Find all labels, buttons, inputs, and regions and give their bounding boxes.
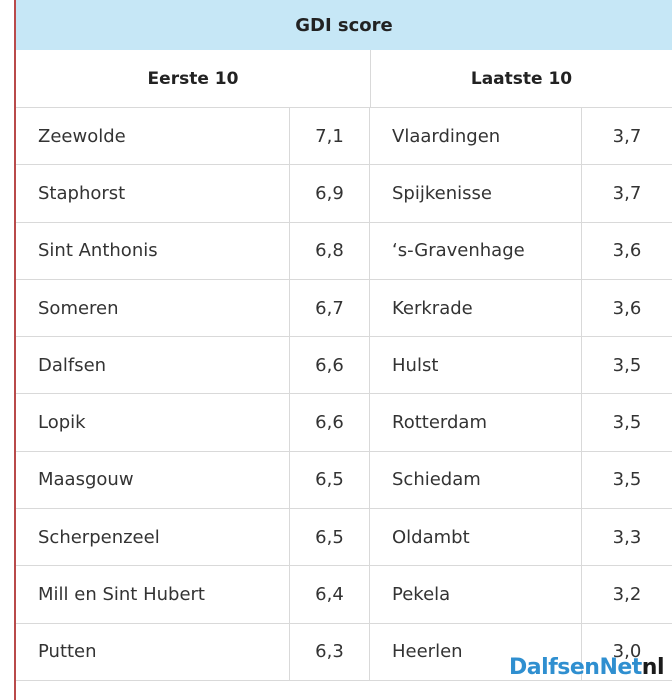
first-score: 6,6 (290, 394, 370, 451)
last-municipality-name: Schiedam (370, 451, 582, 509)
last-score: 3,7 (612, 125, 642, 147)
table-row: Mill en Sint Hubert 6,4 Pekela 3,2 (16, 566, 672, 624)
last-municipality-name: Hulst (370, 337, 582, 394)
first-municipality-name: Putten (16, 623, 290, 680)
watermark-main: DalfsenNet (509, 655, 642, 680)
first-municipality-name: Staphorst (16, 165, 290, 222)
first-score: 6,7 (290, 279, 370, 337)
table-row: Zeewolde 7,1 Vlaardingen 3,7 (16, 108, 672, 166)
table-body: Zeewolde 7,1 Vlaardingen 3,7 Staphorst 6,9 Spi… (16, 108, 672, 681)
table-header-row: Eerste 10 Laatste 10 (16, 50, 672, 108)
last-municipality-name: ‘s-Gravenhage (370, 222, 582, 279)
last-municipality-name: Heerlen (370, 623, 582, 680)
first-municipality-name: Mill en Sint Hubert (16, 566, 290, 623)
first-municipality-name: Sint Anthonis (16, 222, 290, 279)
first-score: 6,5 (290, 509, 370, 566)
first-score: 6,6 (290, 337, 370, 394)
last-municipality-name: Oldambt (370, 509, 582, 566)
first-municipality-name: Zeewolde (16, 108, 290, 165)
first-municipality-name: Lopik (16, 394, 290, 451)
last-score: 3,6 (612, 297, 642, 319)
first-score: 6,5 (290, 451, 370, 509)
table-row: Scherpenzeel 6,5 Oldambt 3,3 (16, 509, 672, 567)
last-municipality-name: Rotterdam (370, 394, 582, 451)
first-municipality-name: Maasgouw (16, 451, 290, 509)
first-municipality-name: Someren (16, 279, 290, 337)
last-score: 3,2 (612, 584, 642, 606)
first-score: 6,3 (290, 623, 370, 680)
last-score: 3,5 (612, 469, 642, 491)
last-score: 3,6 (612, 240, 642, 262)
first-score: 6,8 (290, 222, 370, 279)
last-score: 3,7 (612, 182, 642, 204)
table-row: Dalfsen 6,6 Hulst 3,5 (16, 337, 672, 395)
header-last-10: Laatste 10 (470, 68, 573, 89)
header-first-10: Eerste 10 (16, 50, 371, 107)
table-row: Lopik 6,6 Rotterdam 3,5 (16, 394, 672, 452)
last-municipality-name: Vlaardingen (370, 108, 582, 165)
last-municipality-name: Kerkrade (370, 279, 582, 337)
table-title: GDI score (16, 0, 672, 50)
table-frame (14, 0, 670, 700)
table-row: Sint Anthonis 6,8 ‘s-Gravenhage 3,6 (16, 222, 672, 280)
last-municipality-name: Spijkenisse (370, 165, 582, 222)
first-municipality-name: Scherpenzeel (16, 509, 290, 566)
last-municipality-name: Pekela (370, 566, 582, 623)
first-score: 6,9 (290, 165, 370, 222)
table-row: Staphorst 6,9 Spijkenisse 3,7 (16, 165, 672, 223)
first-score: 7,1 (290, 108, 370, 165)
table-row: Someren 6,7 Kerkrade 3,6 (16, 279, 672, 338)
dalfsennet-watermark: DalfsenNetnl (509, 655, 664, 680)
last-score: 3,0 (612, 641, 642, 663)
watermark-tld: nl (641, 655, 665, 680)
first-municipality-name: Dalfsen (16, 337, 290, 394)
first-score: 6,4 (290, 566, 370, 623)
last-score: 3,5 (612, 354, 642, 376)
table-row: Putten 6,3 Heerlen 3,0 (16, 623, 672, 681)
last-score: 3,5 (612, 412, 642, 434)
table-row: Maasgouw 6,5 Schiedam 3,5 (16, 451, 672, 510)
last-score: 3,3 (612, 526, 642, 548)
